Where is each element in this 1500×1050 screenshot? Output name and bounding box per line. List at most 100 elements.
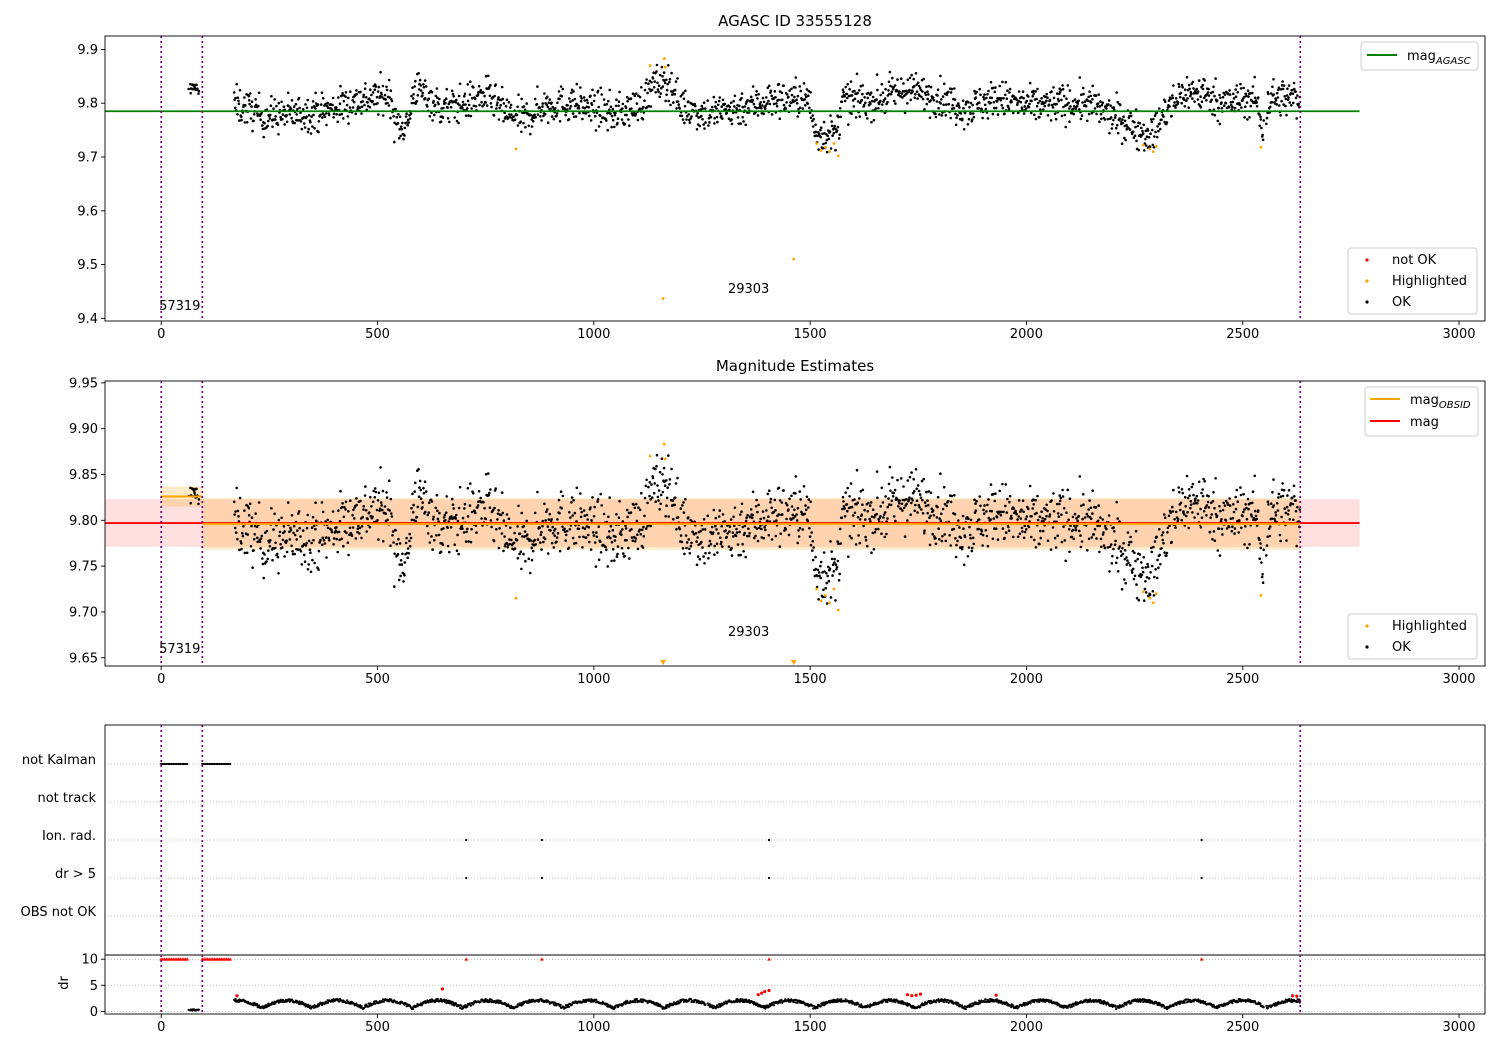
ok-point bbox=[680, 540, 684, 544]
dr-point bbox=[194, 1009, 197, 1012]
ok-point bbox=[623, 554, 626, 558]
ok-point bbox=[1229, 101, 1233, 104]
ok-point bbox=[1183, 98, 1186, 102]
ok-point bbox=[879, 505, 882, 508]
ok-point bbox=[1094, 94, 1098, 97]
ok-point bbox=[1177, 486, 1180, 489]
ok-point bbox=[989, 518, 992, 521]
ok-point bbox=[673, 92, 677, 96]
ok-point bbox=[249, 117, 253, 120]
ok-point bbox=[240, 547, 243, 551]
ok-point bbox=[1228, 93, 1232, 96]
ok-point bbox=[274, 118, 277, 121]
ok-point bbox=[699, 108, 702, 111]
ok-point bbox=[869, 102, 872, 106]
ok-point bbox=[856, 515, 860, 519]
ok-point bbox=[1068, 120, 1071, 123]
ok-point bbox=[497, 96, 500, 99]
ok-point bbox=[378, 507, 382, 511]
ok-point bbox=[1122, 115, 1125, 118]
ok-point bbox=[1167, 514, 1171, 518]
ok-point bbox=[255, 112, 259, 115]
ok-point bbox=[192, 83, 196, 87]
y-tick-label: 9.8 bbox=[77, 97, 98, 112]
ok-point bbox=[1087, 537, 1091, 541]
ok-point bbox=[331, 103, 334, 107]
ok-point bbox=[282, 525, 286, 528]
ok-point bbox=[529, 132, 532, 136]
ok-point bbox=[665, 496, 669, 500]
ok-point bbox=[796, 94, 800, 98]
ok-point bbox=[1139, 575, 1143, 579]
ok-point bbox=[811, 119, 814, 123]
ok-point bbox=[934, 115, 938, 119]
ok-point bbox=[1017, 99, 1020, 103]
ok-point bbox=[383, 505, 387, 508]
ok-point bbox=[654, 467, 657, 471]
ok-point bbox=[530, 558, 534, 562]
ok-point bbox=[581, 546, 584, 549]
ok-point bbox=[1201, 87, 1205, 91]
ok-point bbox=[1075, 104, 1079, 108]
ok-point bbox=[1078, 529, 1081, 533]
ok-point bbox=[574, 115, 578, 118]
highlighted-point bbox=[663, 65, 667, 69]
ok-point bbox=[1062, 506, 1066, 510]
ok-point bbox=[832, 131, 836, 135]
ok-point bbox=[356, 527, 360, 530]
ok-point bbox=[917, 489, 921, 493]
ok-point bbox=[830, 557, 834, 561]
ok-point bbox=[1034, 498, 1037, 502]
ok-point bbox=[499, 513, 503, 517]
ok-point bbox=[1172, 488, 1175, 492]
ok-point bbox=[1062, 94, 1066, 98]
ok-point bbox=[792, 516, 795, 520]
highlighted-point bbox=[815, 587, 819, 591]
ok-point bbox=[741, 105, 745, 109]
ok-point bbox=[1183, 495, 1187, 499]
ok-point bbox=[957, 104, 961, 107]
ok-point bbox=[853, 511, 857, 515]
ok-point bbox=[1232, 503, 1235, 506]
ok-point bbox=[902, 82, 905, 85]
ok-point bbox=[368, 106, 372, 109]
dr-point bbox=[659, 1003, 662, 1006]
ok-point bbox=[688, 547, 691, 551]
ok-point bbox=[909, 98, 912, 102]
ok-point bbox=[818, 574, 821, 578]
ok-point bbox=[1258, 113, 1261, 116]
ok-point bbox=[1162, 541, 1165, 545]
ok-point bbox=[1258, 124, 1261, 128]
ok-point bbox=[891, 476, 894, 479]
ok-point bbox=[854, 116, 858, 119]
ok-point bbox=[1132, 136, 1136, 139]
ok-point bbox=[1261, 581, 1265, 584]
highlighted-point bbox=[514, 596, 518, 600]
ok-point bbox=[793, 515, 797, 518]
ok-point bbox=[426, 105, 429, 108]
ok-point bbox=[725, 535, 728, 539]
ok-point bbox=[1279, 114, 1282, 117]
ok-point bbox=[915, 83, 918, 86]
ok-point bbox=[1215, 514, 1219, 518]
ok-point bbox=[660, 65, 664, 69]
ok-point bbox=[503, 545, 507, 548]
ok-point bbox=[831, 574, 834, 577]
ok-point bbox=[1016, 103, 1019, 107]
ok-point bbox=[396, 553, 400, 556]
ok-point bbox=[473, 511, 477, 515]
ok-point bbox=[929, 491, 933, 495]
ok-point bbox=[740, 96, 743, 100]
x-tick-label: 1000 bbox=[577, 672, 610, 687]
ok-point bbox=[303, 560, 307, 563]
ok-point bbox=[782, 103, 786, 107]
ok-point bbox=[550, 541, 554, 545]
ok-point bbox=[255, 536, 259, 540]
ok-point bbox=[809, 543, 813, 547]
ok-point bbox=[1072, 112, 1075, 116]
ok-point bbox=[655, 464, 658, 468]
ok-point bbox=[636, 547, 640, 551]
ok-point bbox=[1286, 87, 1289, 90]
ok-point bbox=[860, 98, 864, 102]
legend-highlighted-label: Highlighted bbox=[1392, 274, 1467, 289]
